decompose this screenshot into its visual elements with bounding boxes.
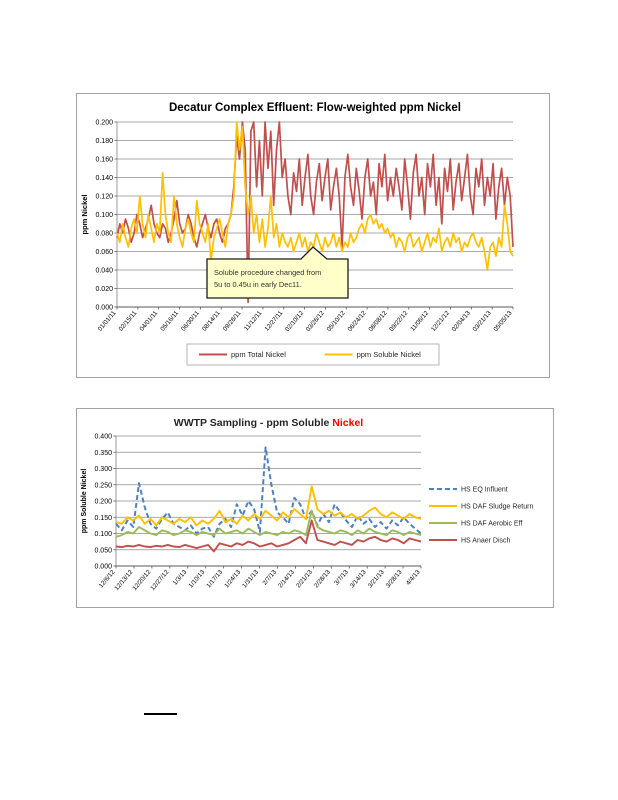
x-tick-label: 3/7/13 <box>333 568 350 586</box>
y-tick-label: 0.060 <box>95 249 113 256</box>
x-tick-label: 3/14/13 <box>349 568 368 589</box>
x-tick-label: 05/10/12 <box>326 309 347 333</box>
y-tick-label: 0.020 <box>95 286 113 293</box>
y-tick-label: 0.200 <box>95 120 113 127</box>
x-tick-label: 1/24/13 <box>223 568 242 589</box>
x-tick-label: 12/27/11 <box>263 309 284 332</box>
annotation-line1: Soluble procedure changed from <box>214 268 321 277</box>
y-tick-label: 0.200 <box>94 499 112 506</box>
x-tick-label: 06/24/12 <box>347 309 368 333</box>
x-tick-label: 03/26/12 <box>305 309 326 333</box>
x-tick-label: 1/10/13 <box>187 568 206 589</box>
y-tick-label: 0.300 <box>94 466 112 473</box>
chart-title: Decatur Complex Effluent: Flow-weighted … <box>169 102 461 114</box>
x-tick-label: 03/21/13 <box>472 309 493 333</box>
x-tick-label: 05/05/13 <box>492 309 513 333</box>
x-tick-label: 2/21/13 <box>295 568 314 589</box>
total-nickel-chart-svg: 0.200 0.180 0.160 0.140 0.120 0.100 0.080 0.060… <box>80 102 514 366</box>
x-tick-label: 09/22/12 <box>388 309 409 333</box>
y-tick-label: 0.250 <box>94 482 112 489</box>
y-tick-label: 0.100 <box>94 531 112 538</box>
footnote-rule <box>144 713 177 715</box>
legend-label: ppm Soluble Nickel <box>357 350 422 359</box>
annotation-line2: 5u to 0.45u in early Dec11. <box>214 280 302 289</box>
y-tick-label: 0.100 <box>95 212 113 219</box>
x-tick-label: 1/31/13 <box>241 568 260 589</box>
wwtp-sampling-chart-svg: 0.400 0.350 0.300 0.250 0.200 0.150 0.100 0.050… <box>81 417 533 592</box>
x-tick-label: 11/06/12 <box>409 309 430 332</box>
series-hs-daf-aerobic-eff <box>115 509 422 538</box>
x-tick-label: 08/08/12 <box>367 309 388 333</box>
x-tick-label: 3/21/13 <box>367 568 386 589</box>
y-tick-label: 0.080 <box>95 231 113 238</box>
legend-label: ppm Total Nickel <box>231 350 286 359</box>
y-tick-label: 0.400 <box>94 434 112 441</box>
y-tick-label: 0.000 <box>94 564 112 571</box>
chart-title: WWTP Sampling - ppm Soluble Nickel <box>174 417 364 429</box>
total-nickel-chart: 0.200 0.180 0.160 0.140 0.120 0.100 0.080 0.060… <box>76 93 550 378</box>
series-hs-daf-sludge-return <box>115 485 422 527</box>
x-tick-label: 3/28/13 <box>385 568 404 589</box>
x-tick-label: 08/14/11 <box>201 309 222 332</box>
x-tick-label: 1/17/13 <box>205 568 224 589</box>
x-tick-label: 12/21/12 <box>430 309 451 333</box>
series-hs-eq-influent <box>115 446 422 538</box>
y-tick-label: 0.140 <box>95 175 113 182</box>
x-tick-label: 06/30/11 <box>180 309 201 332</box>
x-tick-label: 02/15/11 <box>118 309 139 332</box>
x-tick-label: 09/28/11 <box>222 309 243 332</box>
legend-label: HS Anaer Disch <box>461 538 511 545</box>
x-tick-label: 2/7/13 <box>261 568 278 586</box>
legend-label: HS EQ Influent <box>461 487 508 494</box>
x-tick-label: 01/01/11 <box>97 309 118 332</box>
wwtp-sampling-chart: 0.400 0.350 0.300 0.250 0.200 0.150 0.100 0.050… <box>76 408 554 608</box>
x-tick-label: 1/3/13 <box>172 568 189 586</box>
legend-box <box>186 343 440 366</box>
y-tick-label: 0.160 <box>95 157 113 164</box>
x-tick-label: 02/04/13 <box>451 309 472 333</box>
x-tick-label: 05/16/11 <box>159 309 180 332</box>
x-tick-label: 04/01/11 <box>138 309 159 332</box>
x-tick-label: 4/4/13 <box>405 568 422 586</box>
annotation-callout <box>206 246 349 299</box>
y-tick-label: 0.350 <box>94 450 112 457</box>
y-tick-label: 0.150 <box>94 515 112 522</box>
y-tick-label: 0.050 <box>94 547 112 554</box>
x-tick-label: 02/10/12 <box>284 309 305 333</box>
series-ppm-total-nickel <box>116 121 514 304</box>
legend-label: HS DAF Aerobic Eff <box>461 521 522 528</box>
y-tick-label: 0.120 <box>95 194 113 201</box>
x-tick-label: 11/12/11 <box>243 309 264 332</box>
series-ppm-soluble-nickel <box>116 121 514 271</box>
y-tick-label: 0.180 <box>95 138 113 145</box>
y-axis-title: ppm Soluble Nickel <box>81 469 88 534</box>
y-tick-label: 0.000 <box>95 305 113 312</box>
x-tick-label: 12/27/12 <box>149 568 170 592</box>
legend-label: HS DAF Sludge Return <box>461 504 533 511</box>
y-axis-title: ppm Nickel <box>80 194 89 234</box>
series-hs-anaer-disch <box>115 519 422 553</box>
x-tick-label: 2/14/13 <box>277 568 296 589</box>
y-tick-label: 0.040 <box>95 268 113 275</box>
x-tick-label: 2/28/13 <box>313 568 332 589</box>
